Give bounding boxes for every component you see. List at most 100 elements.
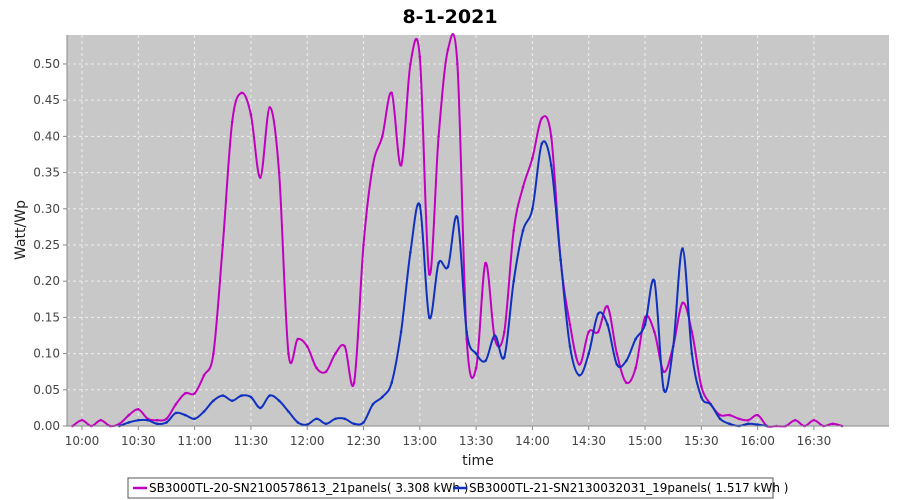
data-point bbox=[653, 330, 656, 334]
data-point bbox=[277, 171, 281, 174]
data-point bbox=[390, 91, 394, 95]
data-point bbox=[578, 374, 581, 377]
x-axis-label: time bbox=[462, 453, 494, 469]
data-point bbox=[456, 216, 459, 219]
data-point bbox=[155, 422, 159, 426]
y-tick-label: 0.00 bbox=[33, 419, 60, 433]
plot-area bbox=[67, 35, 889, 426]
y-tick-label: 0.50 bbox=[33, 57, 60, 71]
data-point bbox=[230, 120, 234, 124]
x-tick-label: 15:00 bbox=[628, 434, 663, 448]
data-point bbox=[446, 265, 450, 269]
data-point bbox=[381, 395, 384, 399]
data-point bbox=[146, 418, 149, 422]
data-point bbox=[343, 345, 347, 348]
y-tick-label: 0.25 bbox=[33, 238, 60, 252]
data-point bbox=[793, 418, 797, 422]
y-axis-ticks: 0.00 0.05 0.10 0.15 0.20 0.25 0.30 0.35 0.40 0.45… bbox=[33, 57, 67, 433]
y-tick-label: 0.15 bbox=[33, 310, 60, 324]
data-point bbox=[118, 422, 121, 426]
data-point bbox=[681, 247, 684, 250]
data-point bbox=[512, 279, 515, 283]
y-tick-label: 0.35 bbox=[33, 166, 60, 180]
y-tick-label: 0.10 bbox=[33, 347, 60, 361]
data-point bbox=[596, 330, 600, 334]
data-point bbox=[634, 337, 637, 341]
data-point bbox=[371, 403, 375, 406]
data-point bbox=[484, 359, 487, 363]
chart-title: 8-1-2021 bbox=[402, 6, 497, 28]
data-point bbox=[465, 330, 469, 334]
data-point bbox=[578, 363, 581, 366]
data-point bbox=[240, 394, 243, 397]
data-point bbox=[202, 374, 206, 377]
data-point bbox=[540, 117, 544, 120]
data-point bbox=[165, 417, 168, 421]
y-axis-label: Watt/Wp bbox=[13, 200, 29, 260]
data-point bbox=[399, 330, 403, 334]
data-point bbox=[521, 185, 525, 189]
data-point bbox=[437, 261, 440, 265]
data-point bbox=[728, 413, 731, 417]
data-point bbox=[690, 330, 694, 334]
data-point bbox=[568, 323, 572, 326]
data-point bbox=[334, 352, 337, 355]
data-point bbox=[700, 395, 703, 399]
data-point bbox=[99, 418, 103, 422]
data-point bbox=[352, 422, 356, 426]
x-tick-label: 16:00 bbox=[740, 434, 775, 448]
data-point bbox=[362, 243, 365, 247]
x-tick-label: 14:30 bbox=[571, 434, 606, 448]
data-point bbox=[531, 207, 534, 211]
legend: SB3000TL-20-SN2100578613_21panels( 3.308… bbox=[127, 477, 788, 499]
data-point bbox=[249, 113, 253, 116]
data-point bbox=[427, 316, 431, 319]
x-tick-label: 11:30 bbox=[234, 434, 269, 448]
data-point bbox=[174, 411, 178, 415]
data-point bbox=[315, 417, 318, 421]
series-lines bbox=[71, 33, 844, 428]
data-point bbox=[634, 366, 637, 370]
data-point bbox=[718, 417, 722, 421]
data-point bbox=[484, 261, 487, 265]
data-point bbox=[390, 381, 394, 384]
data-point bbox=[324, 422, 328, 426]
data-point bbox=[212, 352, 215, 355]
data-point bbox=[474, 352, 478, 355]
data-point bbox=[427, 272, 431, 276]
data-point bbox=[756, 423, 759, 426]
data-point bbox=[746, 422, 750, 426]
data-point bbox=[662, 388, 666, 392]
data-point bbox=[221, 243, 225, 247]
data-point bbox=[334, 417, 337, 421]
data-point bbox=[183, 413, 187, 417]
data-point bbox=[718, 413, 722, 417]
data-point bbox=[746, 418, 750, 422]
data-point bbox=[643, 323, 647, 326]
data-point bbox=[296, 421, 300, 424]
x-tick-label: 14:00 bbox=[515, 434, 550, 448]
data-point bbox=[625, 381, 628, 384]
data-point bbox=[268, 106, 272, 109]
data-point bbox=[596, 312, 600, 316]
data-point bbox=[559, 258, 562, 261]
data-point bbox=[381, 135, 384, 138]
x-tick-label: 13:00 bbox=[403, 434, 438, 448]
data-point bbox=[174, 403, 178, 406]
data-point bbox=[503, 355, 506, 359]
data-point bbox=[305, 423, 309, 426]
x-tick-label: 13:30 bbox=[459, 434, 494, 448]
data-point bbox=[305, 345, 309, 348]
data-point bbox=[700, 384, 703, 388]
data-point bbox=[137, 418, 140, 422]
data-point bbox=[728, 422, 731, 426]
data-point bbox=[127, 413, 131, 417]
data-point bbox=[277, 399, 281, 403]
y-tick-label: 0.30 bbox=[33, 202, 60, 216]
data-point bbox=[540, 142, 544, 145]
data-point bbox=[212, 399, 215, 403]
data-point bbox=[259, 406, 262, 410]
data-point bbox=[259, 176, 262, 179]
legend-label-2: SB3000TL-21-SN2130032031_19panels( 1.517… bbox=[469, 481, 788, 495]
